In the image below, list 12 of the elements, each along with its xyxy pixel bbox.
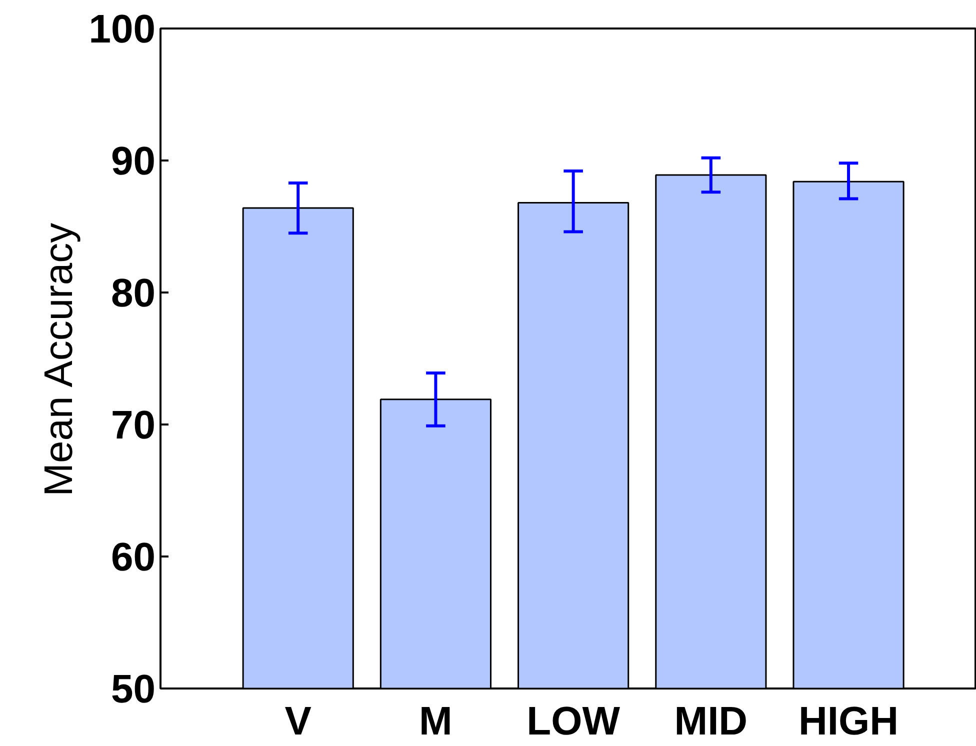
- y-tick-label: 50: [111, 668, 156, 712]
- y-tick-label: 90: [111, 140, 156, 184]
- y-tick-label: 100: [88, 8, 156, 52]
- y-tick-label: 70: [111, 404, 156, 448]
- x-tick-label: MID: [674, 700, 748, 744]
- x-tick-label: M: [419, 700, 452, 744]
- x-tick-label: HIGH: [798, 700, 899, 744]
- x-tick-label: LOW: [526, 700, 620, 744]
- x-tick-label: V: [284, 700, 312, 744]
- y-tick-label: 80: [111, 272, 156, 316]
- y-axis-title: Mean Accuracy: [36, 222, 81, 496]
- y-tick-label: 60: [111, 536, 156, 580]
